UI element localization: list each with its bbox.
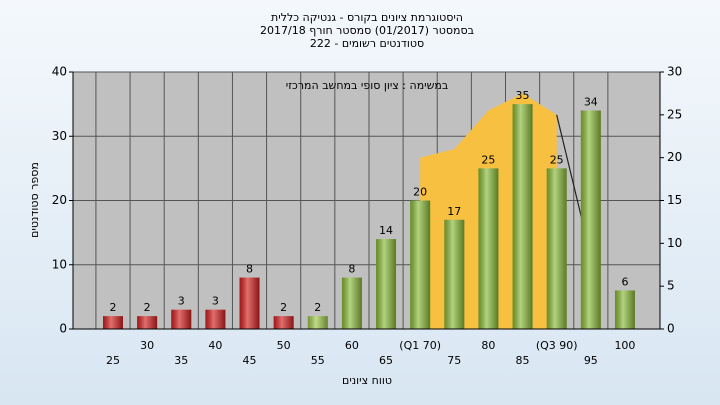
y-tick-label: 0 bbox=[59, 322, 67, 336]
data-label: 25 bbox=[481, 153, 495, 166]
x-tick-label: 40 bbox=[208, 339, 222, 352]
x-tick-label: 50 bbox=[277, 339, 291, 352]
y-tick-label: 30 bbox=[52, 129, 67, 143]
annotation: במשימה : ציון סופי במחשב המרכזי bbox=[286, 79, 449, 92]
bar-shade bbox=[580, 110, 601, 329]
bar-shade bbox=[171, 309, 192, 329]
bar-shade bbox=[546, 168, 567, 329]
data-label: 6 bbox=[621, 275, 628, 288]
x-tick-label: 80 bbox=[481, 339, 495, 352]
y2-tick-label: 30 bbox=[667, 65, 682, 79]
bar-shade bbox=[137, 316, 158, 329]
x-tick-label: 60 bbox=[345, 339, 359, 352]
data-label: 2 bbox=[144, 301, 151, 314]
data-label: 3 bbox=[212, 295, 219, 308]
x-tick-label: 30 bbox=[140, 339, 154, 352]
chart-title: היסטוגרמת ציונים בקורס - גנטיקה כללית bbox=[271, 11, 463, 24]
data-label: 2 bbox=[314, 301, 321, 314]
x-tick-label: 35 bbox=[174, 354, 188, 367]
data-label: 2 bbox=[280, 301, 287, 314]
x-tick-label: (Q1 70) bbox=[399, 339, 441, 352]
data-label: 14 bbox=[379, 224, 393, 237]
bar-shade bbox=[273, 316, 294, 329]
x-tick-label: 100 bbox=[614, 339, 635, 352]
y2-tick-label: 0 bbox=[667, 322, 675, 336]
bar-shade bbox=[205, 309, 226, 329]
y2-tick-label: 5 bbox=[667, 279, 675, 293]
chart-title: סטודנטים רשומים - 222 bbox=[310, 37, 424, 50]
data-label: 35 bbox=[516, 89, 530, 102]
data-label: 8 bbox=[246, 263, 253, 276]
x-tick-label: 95 bbox=[584, 354, 598, 367]
x-tick-label: 55 bbox=[311, 354, 325, 367]
y-tick-label: 20 bbox=[52, 193, 67, 207]
data-label: 34 bbox=[584, 96, 598, 109]
data-label: 8 bbox=[348, 263, 355, 276]
bar-shade bbox=[307, 316, 328, 329]
x-tick-label: (Q3 90) bbox=[536, 339, 578, 352]
y2-tick-label: 20 bbox=[667, 150, 682, 164]
y-tick-label: 10 bbox=[52, 257, 67, 271]
bar-shade bbox=[410, 200, 431, 329]
bar-shade bbox=[512, 104, 533, 329]
x-tick-label: 45 bbox=[243, 354, 257, 367]
y-tick-label: 40 bbox=[52, 65, 67, 79]
data-label: 2 bbox=[110, 301, 117, 314]
bar-shade bbox=[239, 277, 260, 329]
bar-shade bbox=[103, 316, 123, 329]
y-axis-label: מספר סטודנטים bbox=[28, 162, 41, 238]
bar-shade bbox=[478, 168, 499, 329]
data-label: 3 bbox=[178, 295, 185, 308]
x-tick-label: 75 bbox=[447, 354, 461, 367]
data-label: 25 bbox=[550, 153, 564, 166]
x-tick-label: 25 bbox=[106, 354, 120, 367]
chart-title: בסמסטר (01/2017) סמסטר חורף 2017/18 bbox=[260, 24, 474, 37]
data-label: 20 bbox=[413, 186, 427, 199]
x-axis-label: טווח ציונים bbox=[342, 374, 392, 387]
bar-shade bbox=[376, 239, 397, 329]
y2-tick-label: 25 bbox=[667, 107, 682, 121]
bar-shade bbox=[614, 290, 635, 329]
bar-shade bbox=[444, 219, 465, 329]
y2-tick-label: 10 bbox=[667, 236, 682, 250]
bar-shade bbox=[341, 277, 362, 329]
data-label: 17 bbox=[447, 205, 461, 218]
y2-tick-label: 15 bbox=[667, 193, 682, 207]
x-tick-label: 65 bbox=[379, 354, 393, 367]
x-tick-label: 85 bbox=[516, 354, 530, 367]
